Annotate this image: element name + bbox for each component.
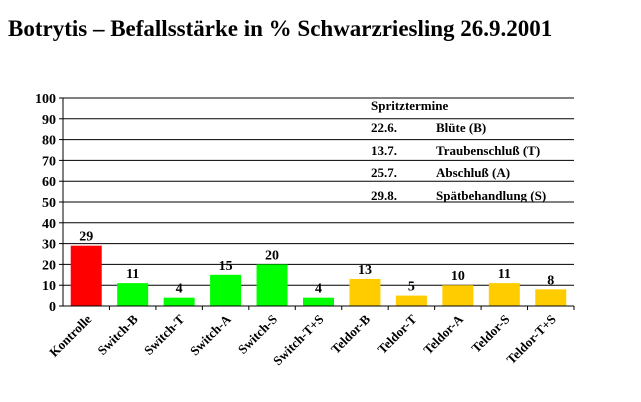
y-tick-label: 30 — [42, 238, 56, 253]
x-tick-label: Switch-S — [235, 312, 280, 357]
bar-switch-b — [117, 283, 149, 306]
data-label: 15 — [219, 259, 233, 274]
bar-switch-a — [210, 274, 242, 306]
spray-label-3: Abschluß (A) — [436, 165, 510, 180]
y-tick-label: 100 — [35, 92, 56, 107]
bar-teldor-s — [488, 283, 520, 306]
y-tick-label: 60 — [42, 175, 56, 190]
data-label: 5 — [408, 280, 415, 295]
data-label: 4 — [315, 282, 322, 297]
chart-title: Botrytis – Befallsstärke in % Schwarzrie… — [8, 16, 552, 41]
data-label: 10 — [451, 269, 465, 284]
spray-date-4: 29.8. — [371, 188, 397, 203]
spray-date-1: 22.6. — [371, 120, 397, 135]
y-tick-label: 90 — [42, 113, 56, 128]
x-axis: Kontrolle Switch-B Switch-T Switch-A Switch-… — [46, 305, 575, 369]
spray-label-2: Traubenschluß (T) — [436, 143, 540, 158]
bar-kontrolle — [70, 245, 102, 306]
bar-teldor-t-s — [535, 289, 567, 306]
bar-switch-t-s — [303, 297, 334, 306]
data-label: 13 — [358, 263, 372, 278]
data-label: 8 — [547, 273, 554, 288]
spray-label-1: Blüte (B) — [436, 120, 486, 135]
x-tick-label: Switch-A — [187, 311, 234, 358]
spray-label-4: Spätbehandlung (S) — [436, 188, 546, 203]
spray-date-3: 25.7. — [371, 165, 397, 180]
y-tick-label: 40 — [42, 217, 56, 232]
bar-switch-s — [256, 264, 288, 306]
bar-switch-t — [163, 297, 195, 306]
spray-date-2: 13.7. — [371, 143, 397, 158]
y-axis: 0 10 20 30 40 50 60 70 80 90 100 — [35, 92, 64, 315]
y-tick-label: 70 — [42, 154, 56, 169]
spray-dates-heading: Spritztermine — [371, 98, 448, 113]
data-label: 20 — [265, 248, 279, 263]
data-label: 4 — [176, 282, 183, 297]
bar-teldor-t — [395, 295, 427, 306]
data-label: 11 — [498, 267, 511, 282]
x-tick-label: Teldor-A — [420, 311, 466, 357]
y-tick-label: 20 — [42, 258, 56, 273]
x-tick-label: Teldor-T — [374, 311, 419, 356]
x-tick-label: Kontrolle — [46, 311, 94, 359]
bars — [70, 245, 567, 306]
x-tick-label: Teldor-S — [468, 312, 512, 356]
y-tick-label: 50 — [42, 196, 56, 211]
x-tick-label: Switch-T+S — [270, 312, 327, 369]
grid-lines — [63, 97, 574, 286]
x-tick-label: Teldor-T+S — [503, 312, 559, 368]
y-tick-label: 10 — [42, 279, 56, 294]
bar-teldor-a — [442, 285, 474, 306]
spray-dates-legend: Spritztermine 22.6. Blüte (B) 13.7. Trau… — [371, 98, 546, 203]
x-tick-label: Switch-B — [94, 311, 141, 358]
y-tick-label: 0 — [49, 300, 56, 315]
value-labels: 29 11 4 15 20 4 13 5 10 11 8 — [79, 230, 554, 297]
y-tick-label: 80 — [42, 134, 56, 149]
data-label: 29 — [79, 230, 93, 245]
bar-teldor-b — [349, 278, 381, 306]
x-tick-label: Switch-T — [141, 311, 188, 358]
data-label: 11 — [126, 267, 139, 282]
x-tick-label: Teldor-B — [328, 311, 373, 356]
